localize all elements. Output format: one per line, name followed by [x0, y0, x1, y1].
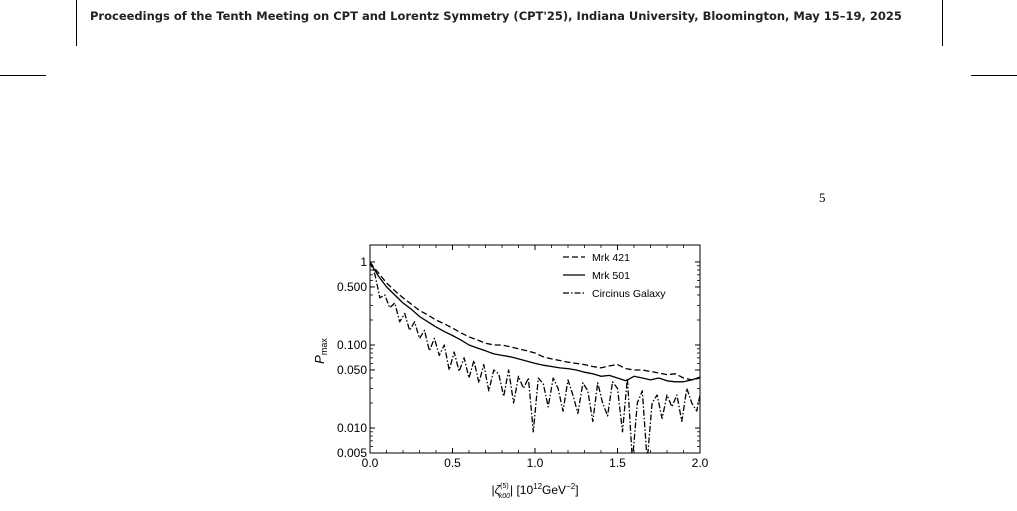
x-tick-label: 0.0	[362, 456, 379, 470]
y-tick-label: 1	[360, 255, 367, 269]
series-line-1	[370, 261, 700, 383]
series-line-0	[370, 261, 700, 381]
legend-label-mrk421: Mrk 421	[592, 252, 630, 264]
y-tick-label: 0.500	[337, 280, 367, 294]
legend-label-circinus: Circinus Galaxy	[592, 288, 666, 300]
chart: 0.0 0.5 1.0 1.5 2.0 0.005 0.010 0.050 0.100 0.500…	[312, 244, 709, 500]
x-axis-label-unit-exp: 12	[533, 482, 542, 491]
header-right-rule	[942, 0, 943, 46]
y-axis-label: Pmax	[312, 338, 329, 364]
figure: 0.0 0.5 1.0 1.5 2.0 0.005 0.010 0.050 0.100 0.500…	[300, 235, 720, 506]
legend: Mrk 421 Mrk 501 Circinus Galaxy	[563, 252, 666, 300]
x-axis-label-unit-exp2: −2	[566, 482, 576, 491]
series-line-2	[370, 261, 700, 453]
running-header: Proceedings of the Tenth Meeting on CPT …	[90, 9, 902, 23]
x-axis-label-sup: (5)	[500, 483, 509, 490]
header-left-rule	[76, 0, 77, 46]
x-axis-label-symbol: ζ	[495, 483, 502, 497]
plot-frame	[369, 244, 701, 454]
x-axis-label-unit-mid: GeV	[542, 483, 566, 497]
x-tick-label: 2.0	[692, 456, 709, 470]
y-tick-label: 0.005	[337, 446, 367, 460]
y-axis-label-sub: max	[319, 338, 329, 356]
page-number: 5	[819, 190, 826, 205]
x-axis-label-bar-open: |	[491, 483, 494, 497]
x-tick-label: 1.0	[527, 456, 544, 470]
x-axis-label-unit-prefix: [10	[513, 483, 533, 497]
series-layer	[370, 261, 700, 453]
y-tick-label: 0.100	[337, 338, 367, 352]
margin-mark-right	[971, 75, 1017, 76]
x-axis-label-bar-close: |	[510, 483, 513, 497]
y-tick-label: 0.050	[337, 363, 367, 377]
margin-mark-left	[0, 75, 46, 76]
ticks-layer: 0.0 0.5 1.0 1.5 2.0 0.005 0.010 0.050 0.100 0.500…	[337, 245, 709, 470]
y-tick-label: 0.010	[337, 421, 367, 435]
legend-label-mrk501: Mrk 501	[592, 270, 630, 282]
x-tick-label: 0.5	[444, 456, 461, 470]
x-axis-label-sub: k00	[499, 493, 510, 500]
x-tick-label: 1.5	[609, 456, 626, 470]
x-axis-label: |ζ(5) k00| [1012GeV−2]	[491, 482, 578, 500]
y-axis-label-main: P	[312, 355, 327, 364]
x-axis-label-unit-suffix: ]	[575, 483, 578, 497]
